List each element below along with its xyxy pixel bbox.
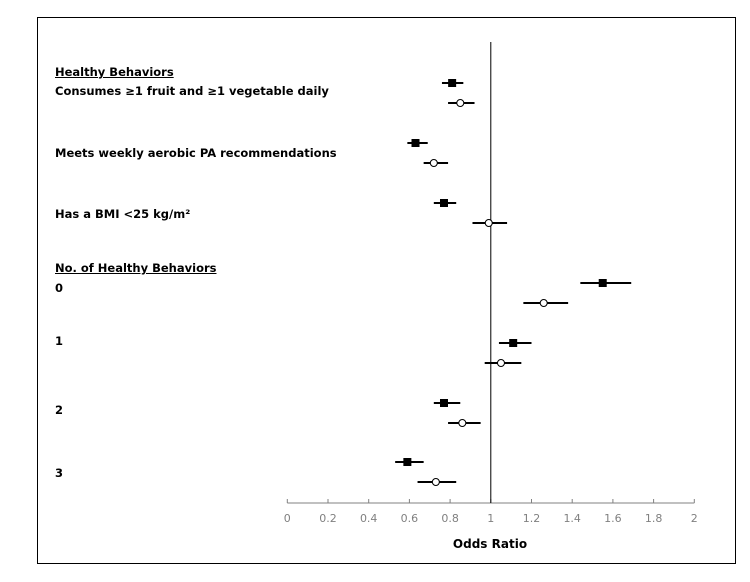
x-tick-label: 1.2	[523, 512, 541, 525]
x-tick-label: 0	[284, 512, 291, 525]
point-circle	[484, 219, 493, 227]
point-square	[448, 79, 457, 87]
point-circle	[429, 159, 438, 167]
x-tick-label: 1.4	[563, 512, 581, 525]
heading-number-healthy-behaviors: No. of Healthy Behaviors	[55, 261, 217, 275]
x-tick-label: 0.4	[360, 512, 378, 525]
row-label-2: 2	[55, 403, 64, 417]
row-label-0: 0	[55, 281, 64, 295]
row-label-bmi: Has a BMI <25 kg/m²	[55, 207, 191, 221]
point-square	[411, 139, 420, 147]
x-tick-label: 1.6	[604, 512, 622, 525]
point-square	[598, 279, 607, 287]
row-label-1: 1	[55, 334, 64, 348]
point-circle	[458, 419, 467, 427]
point-square	[439, 199, 448, 207]
x-axis-label: Odds Ratio	[452, 537, 528, 551]
x-tick-label: 0.2	[319, 512, 337, 525]
chart-frame	[37, 17, 736, 564]
point-circle	[431, 478, 440, 486]
point-square	[439, 399, 448, 407]
x-tick-label: 1.8	[645, 512, 663, 525]
heading-healthy-behaviors: Healthy Behaviors	[55, 65, 174, 79]
point-circle	[496, 359, 505, 367]
x-tick-label: 0.6	[401, 512, 419, 525]
point-square	[509, 339, 518, 347]
row-label-fruit-vegetable: Consumes ≥1 fruit and ≥1 vegetable daily	[55, 84, 329, 98]
x-tick-label: 0.8	[441, 512, 459, 525]
point-square	[403, 458, 412, 466]
x-tick-label: 2	[691, 512, 698, 525]
point-circle	[456, 99, 465, 107]
row-label-3: 3	[55, 466, 64, 480]
row-label-aerobic-pa: Meets weekly aerobic PA recommendations	[55, 146, 337, 160]
x-tick-label: 1	[487, 512, 494, 525]
point-circle	[539, 299, 548, 307]
